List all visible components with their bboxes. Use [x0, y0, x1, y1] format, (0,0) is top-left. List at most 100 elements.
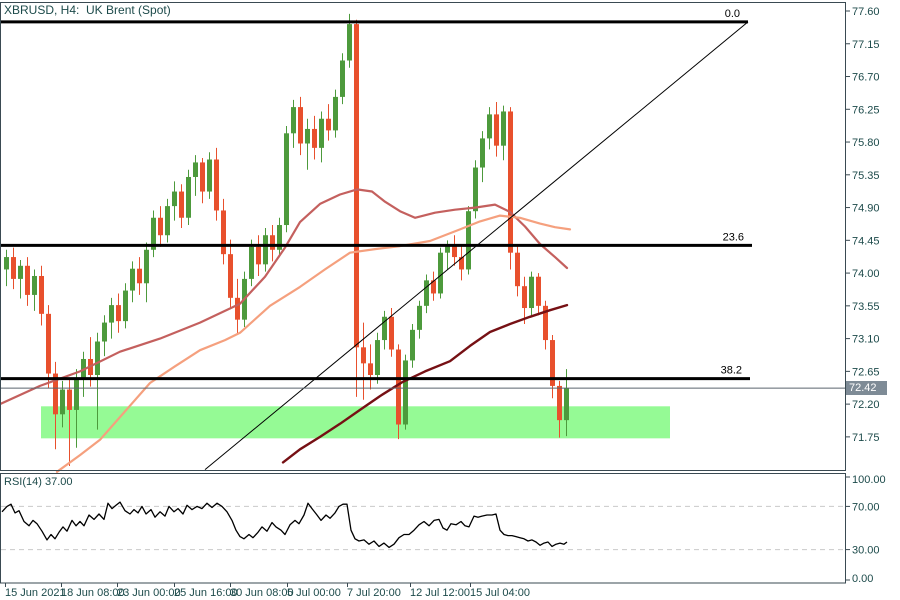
candle-body	[221, 210, 226, 255]
time-axis-label: 7 Jul 20:00	[347, 587, 401, 599]
candle-body	[137, 268, 142, 284]
rsi-axis-label: 100.00	[852, 474, 886, 486]
candle-body	[200, 162, 205, 192]
price-axis-label: 77.60	[852, 6, 880, 18]
candle-body	[508, 111, 513, 253]
time-axis-label: 30 Jun 08:00	[230, 587, 294, 599]
candle-body	[74, 377, 79, 410]
candle-body	[396, 349, 401, 425]
candle-body	[39, 275, 44, 314]
price-axis-label: 74.45	[852, 235, 880, 247]
candle-body	[403, 360, 408, 425]
rsi-axis-label: 70.00	[852, 501, 880, 513]
moving-average-maroon	[281, 303, 569, 464]
candle-body	[123, 290, 128, 322]
candle-body	[46, 313, 51, 374]
candle-body	[249, 246, 254, 279]
rsi-axis-label: 0.00	[852, 573, 873, 585]
price-axis-label: 76.25	[852, 104, 880, 116]
candle-body	[214, 159, 219, 211]
candle-body	[410, 329, 415, 361]
rsi-panel-frame	[0, 473, 846, 584]
rsi-indicator-label: RSI(14) 37.00	[4, 476, 73, 488]
candle-body	[60, 389, 65, 415]
candle-body	[326, 118, 331, 131]
candle-body	[228, 254, 233, 298]
candle-body	[270, 235, 275, 250]
price-axis-label: 72.65	[852, 366, 880, 378]
candle-body	[361, 347, 366, 364]
candle-body	[417, 305, 422, 330]
candle-body	[263, 235, 268, 265]
price-axis-label: 75.35	[852, 170, 880, 182]
price-axis-label: 73.10	[852, 334, 880, 346]
candle-body	[494, 114, 499, 146]
candle-body	[144, 249, 149, 284]
price-axis-label: 76.70	[852, 72, 880, 84]
fib-level-label: 0.0	[725, 8, 740, 20]
price-axis-label: 71.75	[852, 432, 880, 444]
rsi-line	[1, 501, 568, 549]
time-axis-label: 18 Jun 08:00	[61, 587, 125, 599]
candle-body	[11, 257, 16, 279]
candle-body	[529, 276, 534, 309]
candle-body	[179, 191, 184, 218]
candles-group	[4, 13, 569, 466]
fib-level-label: 38.2	[721, 365, 742, 377]
candle-body	[284, 133, 289, 226]
candle-body	[459, 257, 464, 270]
candle-body	[543, 305, 548, 341]
time-axis-label: 5 Jul 00:00	[287, 587, 341, 599]
candle-body	[368, 363, 373, 375]
chart-title: XBRUSD, H4: UK Brent (Spot)	[4, 3, 171, 17]
candle-body	[452, 245, 457, 258]
candle-body	[256, 246, 261, 265]
candle-body	[480, 138, 485, 168]
candle-body	[340, 60, 345, 97]
candle-body	[382, 316, 387, 341]
price-axis-label: 74.90	[852, 203, 880, 215]
moving-average-salmon	[55, 214, 572, 473]
current-price-badge[interactable]: 72.42	[846, 381, 887, 395]
candle-body	[445, 245, 450, 253]
candle-body	[25, 265, 30, 295]
trend-line[interactable]	[204, 21, 749, 471]
time-axis-label: 25 Jun 16:00	[174, 587, 238, 599]
candle-body	[158, 217, 163, 236]
candle-body	[18, 265, 23, 279]
candle-body	[151, 217, 156, 250]
candle-body	[515, 252, 520, 287]
candle-body	[389, 316, 394, 350]
candle-body	[298, 107, 303, 144]
candle-body	[102, 322, 107, 342]
candle-body	[375, 340, 380, 375]
candle-body	[487, 114, 492, 139]
candle-body	[557, 385, 562, 421]
fib-level-label: 23.6	[723, 231, 744, 243]
price-axis-label: 73.55	[852, 301, 880, 313]
candle-body	[354, 24, 359, 348]
candle-body	[333, 96, 338, 131]
candle-body	[501, 111, 506, 146]
candle-body	[564, 388, 569, 421]
candle-body	[116, 305, 121, 322]
price-axis-label: 74.00	[852, 268, 880, 280]
candle-body	[81, 358, 86, 378]
candle-body	[522, 286, 527, 309]
candle-body	[235, 297, 240, 320]
candle-body	[550, 340, 555, 386]
candle-body	[165, 206, 170, 236]
candle-body	[291, 107, 296, 134]
candle-body	[109, 305, 114, 323]
time-axis-label: 12 Jul 12:00	[410, 587, 470, 599]
candle-body	[438, 252, 443, 294]
candle-body	[67, 389, 72, 410]
price-axis-label: 72.20	[852, 399, 880, 411]
candle-body	[347, 24, 352, 61]
moving-average-rose	[0, 188, 569, 406]
support-zone-rectangle[interactable]	[41, 406, 670, 439]
candle-body	[473, 167, 478, 212]
rsi-axis-label: 30.00	[852, 545, 880, 557]
